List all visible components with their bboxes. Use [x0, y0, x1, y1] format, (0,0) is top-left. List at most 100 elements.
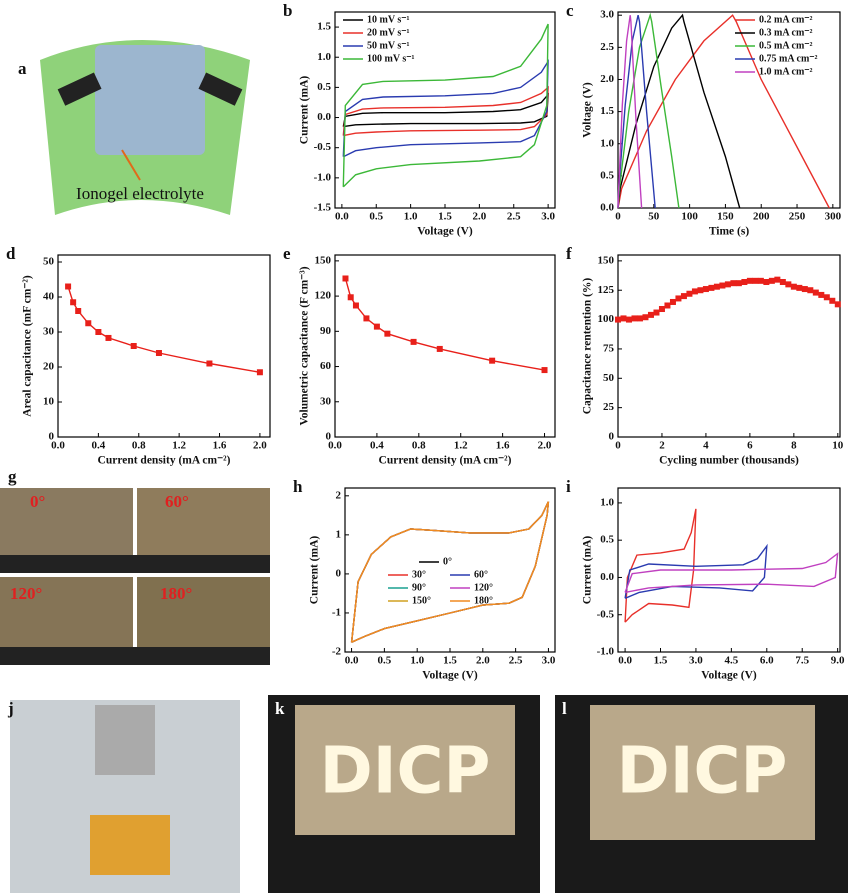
- legend-label: 90°: [412, 582, 426, 593]
- x-tick-label: 2.5: [509, 655, 523, 667]
- x-tick-label: 2.5: [507, 211, 521, 223]
- x-tick-label: 2.0: [538, 440, 552, 452]
- y-tick-label: 1.5: [600, 105, 614, 117]
- marker: [620, 315, 627, 322]
- y-tick-label: 2: [336, 489, 342, 501]
- marker: [724, 281, 731, 288]
- x-tick-label: 0.0: [335, 211, 349, 223]
- ruler: [0, 647, 270, 665]
- x-tick-label: 100: [681, 211, 698, 223]
- photo-k: DICP k: [268, 695, 540, 893]
- marker: [719, 282, 726, 289]
- marker: [130, 343, 137, 349]
- marker: [818, 291, 825, 298]
- x-axis-label: Cycling number (thousands): [659, 455, 799, 467]
- plot-frame: [617, 254, 841, 438]
- x-tick-label: 1.2: [454, 440, 468, 452]
- marker: [785, 281, 792, 288]
- plot-frame: [617, 487, 841, 653]
- series-line: [617, 15, 643, 209]
- marker: [373, 323, 380, 330]
- electrode: [198, 72, 243, 106]
- legend-label: 60°: [474, 569, 488, 580]
- panel-label: d: [6, 244, 16, 263]
- panel-label: a: [18, 59, 27, 78]
- marker: [713, 283, 720, 290]
- series-line: [342, 92, 549, 128]
- series-line: [67, 286, 261, 373]
- x-tick-label: 3.0: [542, 655, 556, 667]
- marker: [384, 330, 391, 337]
- marker: [410, 338, 417, 345]
- y-tick-label: -1: [332, 606, 341, 618]
- y-tick-label: 1.0: [317, 51, 331, 63]
- panel-label: g: [8, 467, 17, 486]
- y-tick-label: 0: [336, 567, 342, 579]
- y-tick-label: 50: [43, 256, 55, 268]
- series-line: [350, 501, 550, 643]
- x-axis-label: Current density (mA cm⁻²): [379, 455, 512, 467]
- marker: [95, 329, 102, 335]
- x-tick-label: 150: [717, 211, 734, 223]
- y-axis-label: Capacitance rentention (%): [582, 278, 594, 415]
- y-axis-label: Voltage (V): [582, 82, 594, 138]
- y-tick-label: -0.5: [597, 608, 615, 620]
- series-line: [350, 501, 550, 643]
- series-line: [350, 501, 550, 643]
- y-tick-label: 30: [320, 395, 332, 407]
- marker: [625, 316, 632, 323]
- y-tick-label: 10: [43, 396, 55, 408]
- series-line: [624, 552, 839, 594]
- ruler: [0, 555, 270, 573]
- series-line: [624, 508, 697, 623]
- board: [295, 705, 515, 835]
- plot-frame: [344, 487, 556, 653]
- marker: [642, 314, 649, 321]
- caption: Ionogel electrolyte: [76, 184, 204, 203]
- y-tick-label: -0.5: [314, 141, 332, 153]
- y-axis-label: Current (mA): [582, 536, 594, 605]
- x-tick-label: 0.0: [345, 655, 359, 667]
- marker: [735, 280, 742, 287]
- device: [90, 815, 170, 875]
- x-tick-label: 1.5: [654, 655, 668, 667]
- y-tick-label: 0.0: [317, 111, 331, 123]
- x-tick-label: 0.8: [132, 440, 146, 452]
- y-tick-label: -2: [332, 646, 342, 658]
- marker: [489, 357, 496, 364]
- y-axis-label: Current (mA): [299, 76, 311, 145]
- x-tick-label: 9.0: [831, 655, 845, 667]
- x-axis-label: Voltage (V): [417, 226, 473, 238]
- led-text: DICP: [617, 735, 788, 809]
- y-tick-label: 0.5: [600, 169, 614, 181]
- y-axis-label: Volumetric capacitance (F cm⁻³): [299, 266, 311, 425]
- marker: [658, 306, 665, 313]
- y-tick-label: 1.5: [317, 21, 331, 33]
- y-tick-label: 30: [43, 326, 55, 338]
- y-tick-label: 40: [43, 291, 55, 303]
- marker: [75, 308, 82, 314]
- photo-a: Ionogel electrolyte a: [18, 40, 250, 215]
- photo-g: g 0° 60° 120° 180°: [0, 467, 270, 665]
- marker: [702, 286, 709, 293]
- x-tick-label: 0.8: [412, 440, 426, 452]
- marker: [636, 315, 643, 322]
- panel-label: b: [283, 1, 292, 20]
- x-tick-label: 0.5: [378, 655, 392, 667]
- x-tick-label: 200: [753, 211, 770, 223]
- device: [95, 45, 205, 155]
- x-tick-label: 300: [825, 211, 842, 223]
- x-tick-label: 3.0: [541, 211, 555, 223]
- panel-label: l: [562, 699, 567, 718]
- y-tick-label: 25: [603, 401, 615, 413]
- photo-l: DICP l: [555, 695, 848, 893]
- series-line: [350, 501, 550, 643]
- legend-label: 150°: [412, 595, 431, 606]
- panel-label: e: [283, 244, 291, 263]
- y-axis-label: Areal capacitance (mF cm⁻²): [22, 275, 34, 417]
- x-tick-label: 0.5: [369, 211, 383, 223]
- marker: [680, 293, 687, 300]
- x-tick-label: 4: [703, 440, 709, 452]
- y-tick-label: 0: [609, 431, 615, 443]
- x-axis-label: Time (s): [709, 226, 750, 238]
